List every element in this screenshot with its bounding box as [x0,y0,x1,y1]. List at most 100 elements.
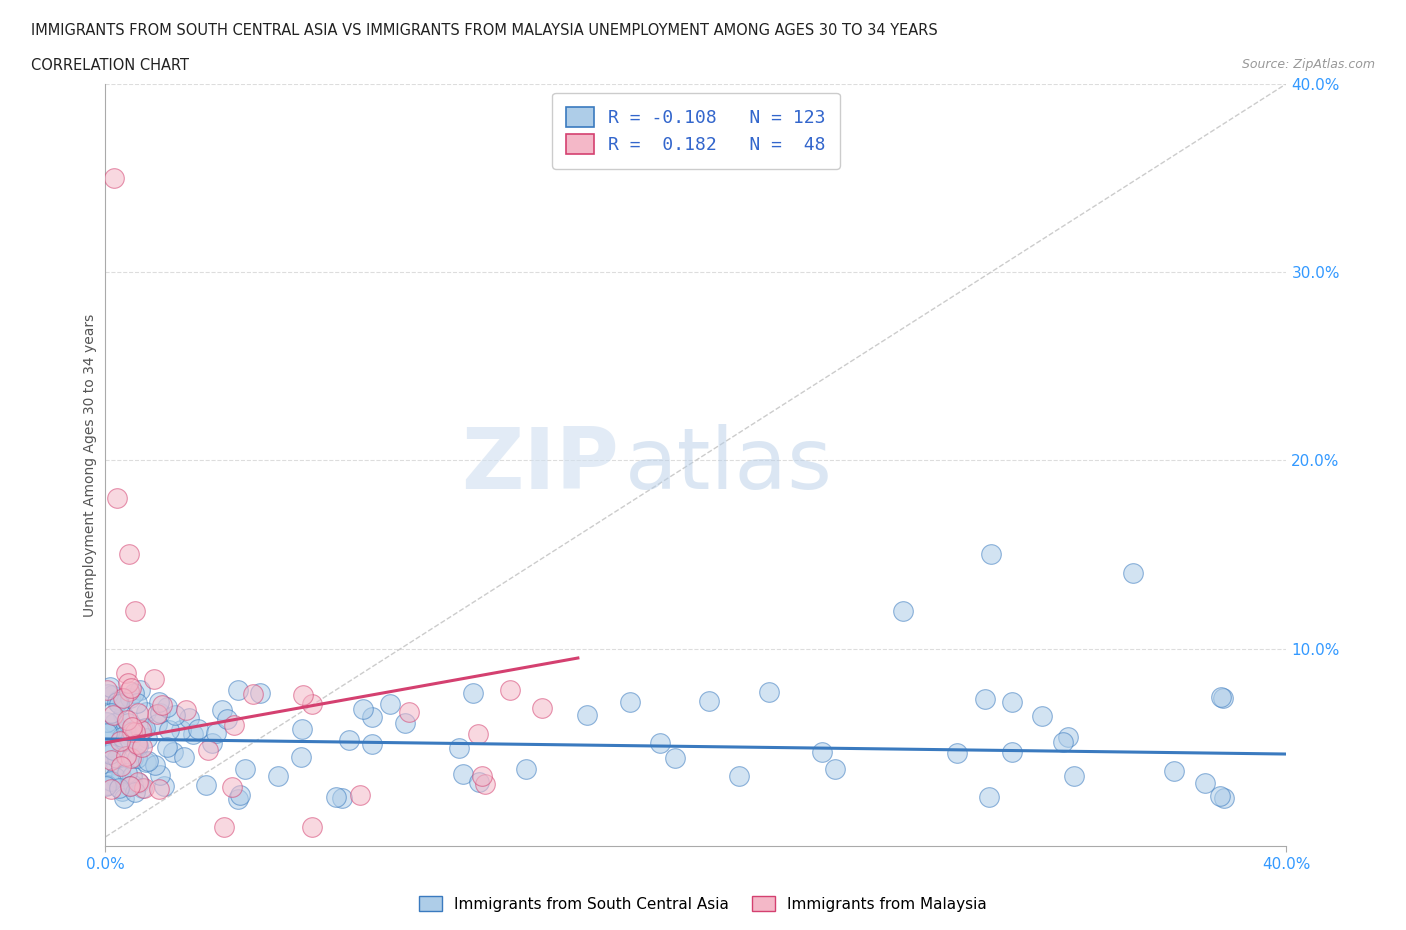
Point [120,778,142,793]
Point [1211,689,1233,704]
Point [128,776,150,790]
Point [576,708,599,723]
Text: Source: ZipAtlas.com: Source: ZipAtlas.com [1241,58,1375,71]
Point [361,710,384,724]
Point [451,766,474,781]
Point [152,778,174,793]
Text: ZIP: ZIP [461,423,619,507]
Point [136,753,159,768]
Point [226,791,249,806]
Point [107,697,129,711]
Point [105,490,128,505]
Point [499,683,522,698]
Point [1063,768,1085,783]
Point [1001,695,1024,710]
Point [121,768,143,783]
Point [148,694,170,709]
Point [979,790,1001,804]
Point [97,686,120,701]
Point [215,711,238,726]
Point [127,738,149,753]
Point [118,684,141,698]
Point [100,774,122,789]
Point [131,781,153,796]
Point [118,734,141,749]
Point [325,790,347,804]
Point [461,685,484,700]
Point [145,707,167,722]
Point [120,751,142,766]
Point [1163,764,1185,778]
Point [118,547,141,562]
Point [974,692,997,707]
Point [117,675,139,690]
Point [96,714,118,729]
Point [114,734,136,749]
Point [135,730,157,745]
Point [96,725,118,740]
Point [107,692,129,707]
Point [107,780,129,795]
Point [187,722,209,737]
Point [515,762,537,777]
Point [290,750,312,764]
Point [1209,789,1232,804]
Point [181,727,204,742]
Point [156,739,179,754]
Point [201,736,224,751]
Point [146,717,169,732]
Point [98,747,121,762]
Point [131,723,153,737]
Point [229,788,252,803]
Point [1194,776,1216,790]
Point [104,769,127,784]
Point [150,698,173,712]
Point [197,742,219,757]
Point [1122,565,1144,580]
Y-axis label: Unemployment Among Ages 30 to 34 years: Unemployment Among Ages 30 to 34 years [83,313,97,617]
Point [194,777,217,792]
Point [96,683,118,698]
Point [143,758,166,773]
Point [394,715,416,730]
Point [330,790,353,805]
Point [337,732,360,747]
Point [105,695,128,710]
Point [127,706,149,721]
Point [122,777,145,792]
Point [242,687,264,702]
Point [157,723,180,737]
Point [267,768,290,783]
Point [111,784,134,799]
Point [811,744,834,759]
Point [891,604,914,618]
Point [134,721,156,736]
Point [205,725,228,740]
Point [360,737,382,751]
Point [121,724,143,739]
Point [94,778,117,793]
Point [103,170,125,185]
Point [474,777,496,791]
Point [111,691,134,706]
Point [96,777,118,792]
Point [143,671,166,686]
Point [212,820,235,835]
Point [149,706,172,721]
Point [398,705,420,720]
Point [380,697,402,711]
Point [105,751,128,765]
Point [120,690,142,705]
Point [125,751,148,765]
Point [124,604,146,618]
Point [249,686,271,701]
Point [470,769,492,784]
Point [124,685,146,700]
Point [114,724,136,738]
Point [149,767,172,782]
Point [110,769,132,784]
Point [758,684,780,699]
Point [697,693,720,708]
Point [1052,735,1074,750]
Point [127,736,149,751]
